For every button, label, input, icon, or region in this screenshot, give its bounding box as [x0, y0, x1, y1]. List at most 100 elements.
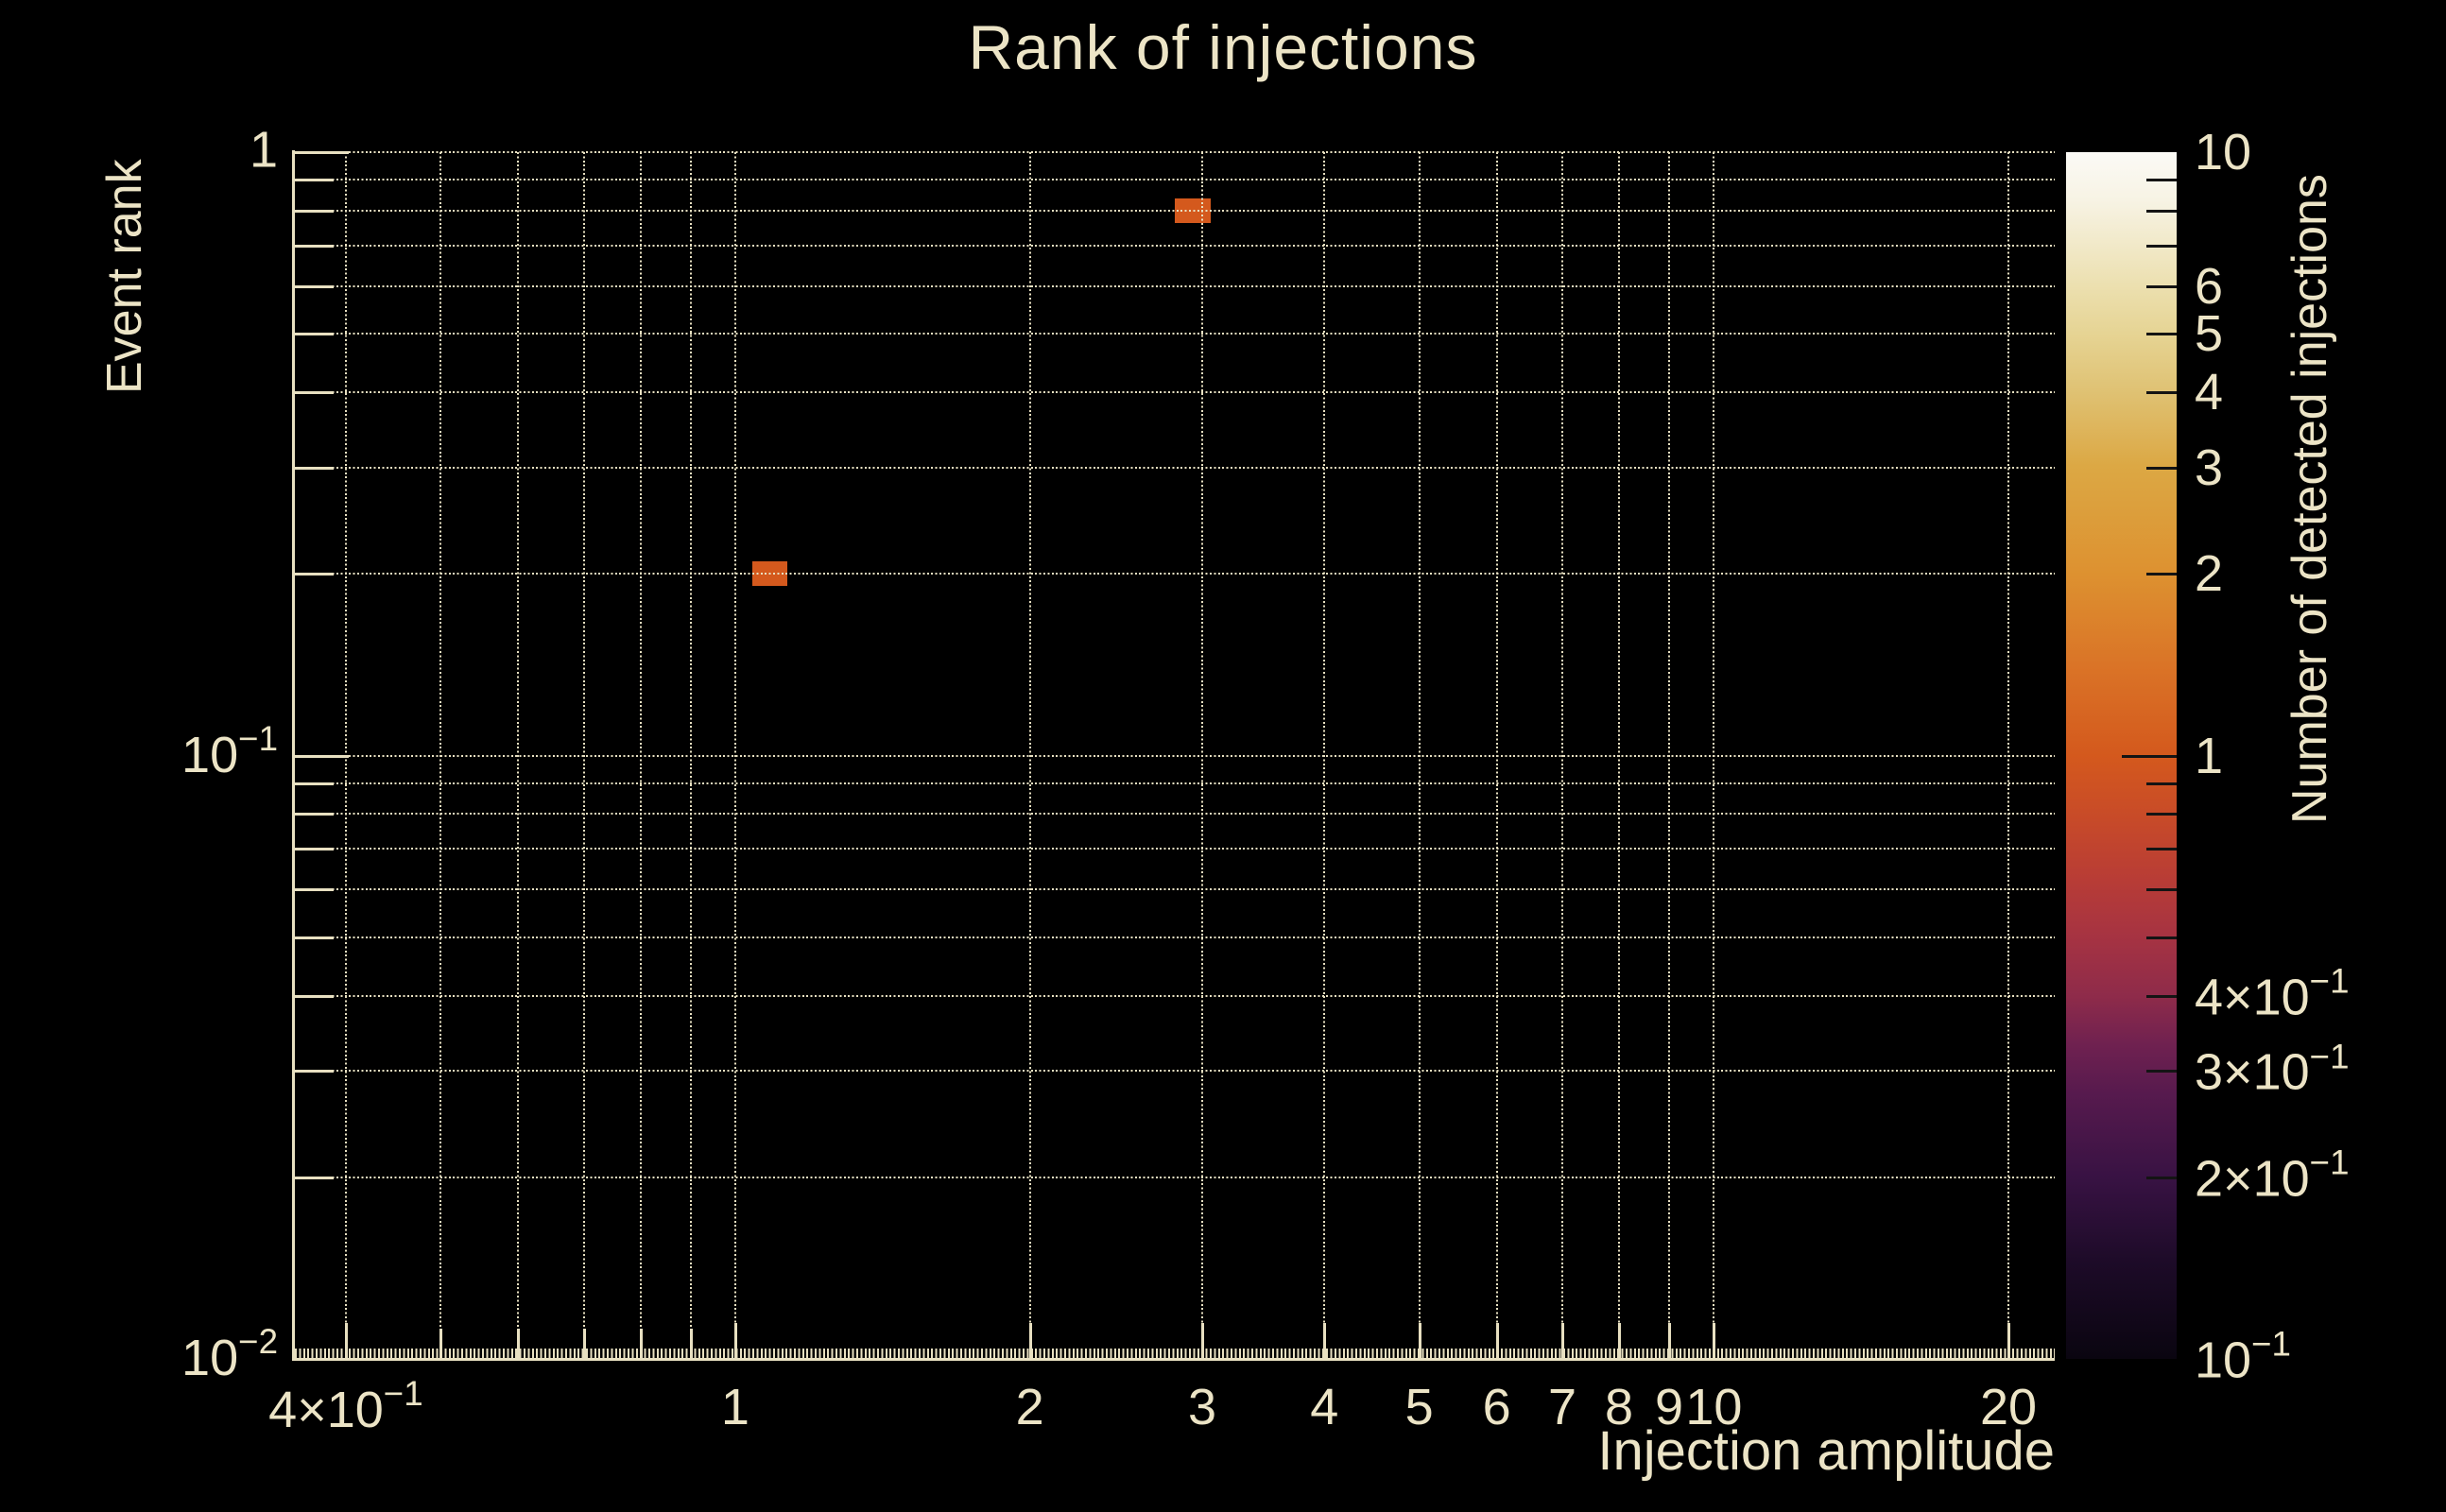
gridline-y-0.4 — [295, 391, 2055, 394]
gridline-y-0.02 — [295, 1176, 2055, 1178]
colorbar-minor-tick-0.6 — [2146, 888, 2177, 892]
x-tick-10 — [1713, 1323, 1716, 1359]
x-minor-tick-0.9 — [689, 1329, 693, 1359]
gridline-y-1 — [295, 151, 2055, 153]
y-tick-label-0.1: 10−1 — [181, 718, 278, 783]
colorbar-tick-0.4 — [2146, 994, 2177, 998]
colorbar-tick-label-10: 10 — [2195, 124, 2252, 180]
x-tick-label-9: 9 — [1654, 1379, 1683, 1435]
x-tick-label-7: 7 — [1547, 1379, 1576, 1435]
y-minor-tick-0.03 — [294, 1070, 334, 1074]
colorbar-tick-label-0.3: 3×10−1 — [2195, 1037, 2350, 1101]
gridline-y-0.09 — [295, 782, 2055, 784]
x-tick-label-10: 10 — [1685, 1379, 1743, 1435]
x-tick-label-0.4: 4×10−1 — [268, 1374, 423, 1438]
colorbar-tick-0.2 — [2146, 1176, 2177, 1179]
colorbar-minor-tick-7 — [2146, 244, 2177, 248]
x-tick-label-8: 8 — [1604, 1379, 1634, 1435]
y-minor-tick-0.9 — [294, 179, 334, 182]
y-minor-tick-0.08 — [294, 813, 334, 816]
gridline-y-0.9 — [295, 179, 2055, 181]
gridline-y-0.1 — [295, 754, 2055, 757]
colorbar-tick-0.3 — [2146, 1070, 2177, 1074]
y-minor-tick-0.09 — [294, 782, 334, 785]
y-minor-tick-0.8 — [294, 209, 334, 213]
x-tick-3 — [1200, 1323, 1204, 1359]
gridline-y-0.5 — [295, 333, 2055, 335]
gridline-y-0.2 — [295, 573, 2055, 576]
x-tick-label-2: 2 — [1015, 1379, 1044, 1435]
x-minor-tick-0.5 — [439, 1329, 443, 1359]
y-minor-tick-0.06 — [294, 888, 334, 892]
x-tick-label-5: 5 — [1404, 1379, 1434, 1435]
colorbar-title: Number of detected injections — [2282, 174, 2337, 824]
x-tick-6 — [1495, 1323, 1499, 1359]
x-axis-title: Injection amplitude — [1597, 1420, 2055, 1482]
y-minor-tick-0.02 — [294, 1176, 334, 1179]
y-tick-label-0.01: 10−2 — [181, 1322, 278, 1386]
x-tick-7 — [1560, 1323, 1564, 1359]
y-axis-line — [292, 150, 295, 1361]
colorbar-tick-label-2: 2 — [2195, 545, 2224, 603]
y-minor-tick-0.5 — [294, 333, 334, 336]
x-tick-5 — [1418, 1323, 1421, 1359]
x-tick-8 — [1618, 1323, 1622, 1359]
x-minor-tick-0.7 — [582, 1329, 586, 1359]
gridline-y-0.3 — [295, 466, 2055, 469]
colorbar-tick-label-0.1: 10−1 — [2195, 1324, 2291, 1389]
gridline-y-0.8 — [295, 209, 2055, 212]
x-tick-label-1: 1 — [720, 1379, 749, 1435]
gridline-y-0.03 — [295, 1070, 2055, 1073]
x-tick-label-3: 3 — [1187, 1379, 1216, 1435]
colorbar-minor-tick-8 — [2146, 209, 2177, 213]
gridline-y-0.7 — [295, 244, 2055, 247]
colorbar-tick-2 — [2146, 573, 2177, 576]
y-minor-tick-0.3 — [294, 466, 334, 470]
gridline-y-0.05 — [295, 936, 2055, 938]
x-tick-4 — [1323, 1323, 1327, 1359]
y-tick-1 — [294, 151, 349, 154]
x-minor-tick-0.6 — [517, 1329, 521, 1359]
colorbar-tick-3 — [2146, 466, 2177, 470]
y-minor-tick-0.05 — [294, 936, 334, 939]
y-tick-0.01 — [294, 1358, 349, 1361]
colorbar-tick-label-4: 4 — [2195, 364, 2224, 421]
y-axis-title: Event rank — [97, 159, 152, 394]
colorbar-minor-tick-0.7 — [2146, 848, 2177, 851]
x-axis-minor-ruler — [295, 1349, 2055, 1358]
colorbar-tick-label-3: 3 — [2195, 438, 2224, 496]
y-minor-tick-0.04 — [294, 994, 334, 998]
x-tick-label-6: 6 — [1482, 1379, 1511, 1435]
y-minor-tick-0.4 — [294, 391, 334, 395]
chart-title: Rank of injections — [968, 12, 1478, 82]
gridline-y-0.07 — [295, 848, 2055, 850]
gridline-y-0.06 — [295, 888, 2055, 891]
x-tick-2 — [1028, 1323, 1032, 1359]
x-tick-label-20: 20 — [1980, 1379, 2038, 1435]
x-axis-line — [292, 1358, 2055, 1361]
y-tick-label-1: 1 — [249, 121, 278, 179]
gridline-y-0.08 — [295, 813, 2055, 816]
gridline-y-0.04 — [295, 994, 2055, 997]
x-tick-label-4: 4 — [1310, 1379, 1339, 1435]
colorbar-minor-tick-9 — [2146, 179, 2177, 182]
colorbar-tick-4 — [2146, 391, 2177, 395]
x-tick-9 — [1667, 1323, 1671, 1359]
colorbar-minor-tick-0.9 — [2146, 782, 2177, 785]
colorbar-tick-label-6: 6 — [2195, 257, 2224, 315]
colorbar-tick-label-1: 1 — [2195, 727, 2224, 784]
colorbar-tick-1 — [2122, 754, 2177, 758]
colorbar-tick-label-5: 5 — [2195, 305, 2224, 363]
y-minor-tick-0.6 — [294, 284, 334, 288]
colorbar-tick-5 — [2146, 333, 2177, 336]
y-minor-tick-0.07 — [294, 848, 334, 851]
y-minor-tick-0.7 — [294, 244, 334, 248]
colorbar-tick-label-0.2: 2×10−1 — [2195, 1143, 2350, 1208]
colorbar-tick-label-0.4: 4×10−1 — [2195, 961, 2350, 1026]
x-tick-1 — [733, 1323, 737, 1359]
colorbar-minor-tick-0.5 — [2146, 936, 2177, 939]
y-minor-tick-0.2 — [294, 573, 334, 576]
x-tick-0.4 — [344, 1323, 348, 1359]
colorbar-minor-tick-0.8 — [2146, 813, 2177, 816]
